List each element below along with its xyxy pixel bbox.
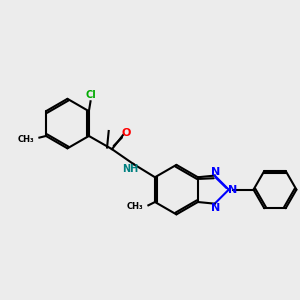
Text: N: N: [211, 202, 220, 213]
Text: N: N: [211, 167, 220, 177]
Text: CH₃: CH₃: [18, 135, 34, 144]
Text: NH: NH: [122, 164, 138, 174]
Text: O: O: [122, 128, 131, 138]
Text: Cl: Cl: [85, 90, 96, 100]
Text: N: N: [228, 184, 237, 195]
Text: CH₃: CH₃: [127, 202, 143, 211]
